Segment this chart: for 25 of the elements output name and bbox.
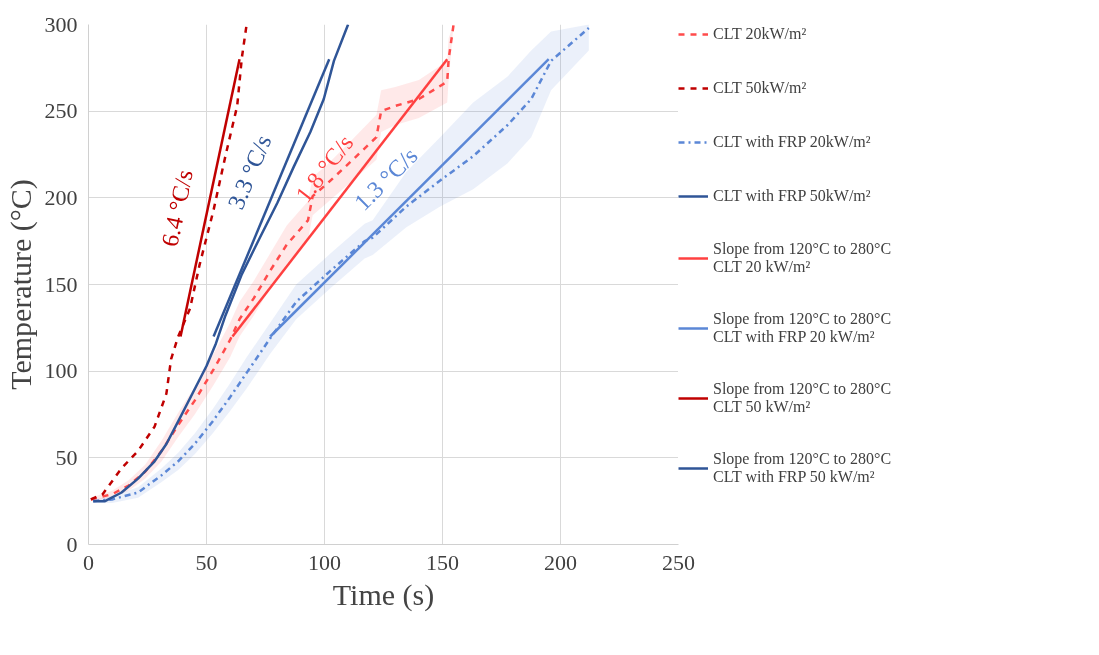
annotation: 3.3 °C/s	[222, 131, 277, 213]
x-tick-label: 200	[544, 549, 577, 575]
x-tick-label: 0	[83, 549, 94, 575]
y-tick-label: 0	[66, 531, 78, 557]
legend-label: CLT with FRP 20kW/m²	[713, 133, 871, 151]
x-tick-label: 100	[308, 549, 341, 575]
x-tick-label: 50	[195, 549, 218, 575]
y-tick-label: 200	[44, 184, 78, 210]
y-tick-label: 150	[44, 271, 78, 297]
legend-label: CLT with FRP 50kW/m²	[713, 187, 871, 205]
legend-label: CLT 50kW/m²	[713, 79, 807, 97]
y-axis-title: Temperature (°C)	[3, 179, 38, 390]
legend-label: Slope from 120°C to 280°C CLT with FRP 50 kW/m²	[713, 450, 892, 486]
y-tick-label: 50	[55, 444, 78, 470]
y-tick-label: 300	[44, 11, 78, 37]
legend-label: Slope from 120°C to 280°C CLT with FRP 20 kW/m²	[713, 310, 892, 346]
y-tick-label: 100	[44, 358, 78, 384]
x-tick-label: 250	[662, 549, 695, 575]
y-tick-label: 250	[44, 98, 78, 124]
legend-label: Slope from 120°C to 280°C CLT 20 kW/m²	[713, 240, 892, 276]
legend-label: Slope from 120°C to 280°C CLT 50 kW/m²	[713, 380, 892, 416]
x-tick-label: 150	[426, 549, 459, 575]
annotation: 6.4 °C/s	[156, 167, 198, 249]
x-axis-title: Time (s)	[332, 577, 435, 612]
legend-label: CLT 20kW/m²	[713, 25, 807, 43]
